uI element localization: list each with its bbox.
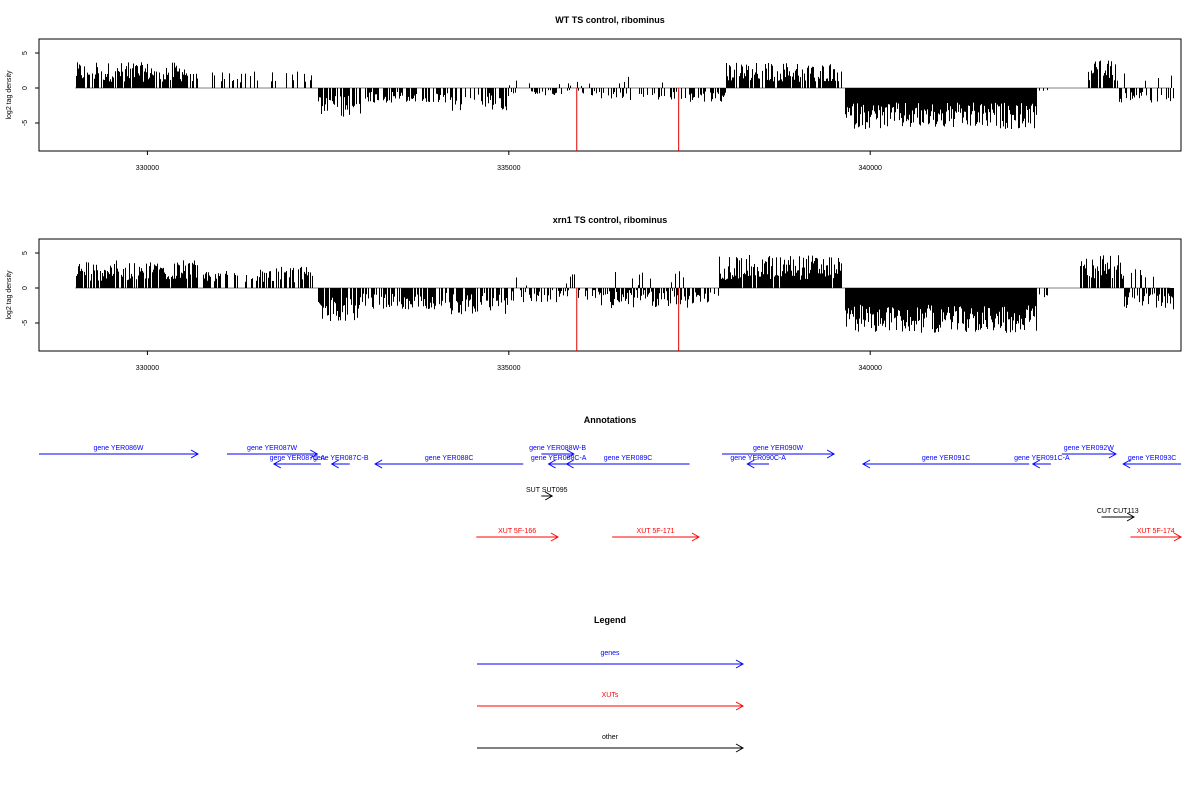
annotation-arrowhead: [566, 449, 575, 459]
annotation-arrowhead: [544, 491, 554, 501]
annotation-arrowhead: [565, 459, 574, 469]
annotation-label: gene YER090W: [753, 445, 803, 452]
annotation-label: CUT CUT113: [1097, 508, 1139, 515]
track-2-y-tick-label: -5: [22, 320, 29, 326]
annotation-label: gene YER088C-A: [531, 455, 587, 462]
annotation-arrowhead: [1173, 532, 1183, 542]
annotation-label: gene YER092W: [1064, 445, 1114, 452]
annotation-arrowhead: [310, 449, 319, 459]
annotation-label: gene YER091C: [922, 455, 971, 462]
track-1-y-tick-label: 0: [22, 86, 29, 90]
legend-label: other: [602, 734, 619, 741]
track-2-x-tick-label: 335000: [497, 365, 520, 372]
annotation-arrowhead: [861, 459, 871, 469]
annotation-arrowhead: [826, 449, 836, 459]
annotation-arrowhead: [330, 459, 339, 469]
annotation-arrowhead: [547, 459, 556, 469]
annotation-label: gene YER087C-B: [313, 455, 369, 462]
track-1-title: WT TS control, ribominus: [555, 15, 665, 25]
track-2-x-tick-label: 340000: [859, 365, 882, 372]
track-2-title: xrn1 TS control, ribominus: [553, 215, 668, 225]
track-2-plot: 330000 335000 340000 -5 0 5: [22, 251, 1174, 372]
annotation-label: XUT 5F-166: [498, 528, 536, 535]
legend-title: Legend: [594, 615, 626, 625]
legend-label: genes: [600, 650, 620, 657]
annotation-arrowhead: [374, 459, 383, 469]
track-2-y-label: log2 tag density: [6, 270, 13, 320]
annotation-arrowhead: [1108, 449, 1117, 459]
annotation-label: gene YER093C: [1128, 455, 1177, 462]
track-1-x-tick-label: 340000: [859, 165, 882, 172]
track-1-y-tick-label: 5: [22, 51, 29, 55]
annotation-arrowhead: [1126, 512, 1136, 522]
annotation-label: gene YER091C-A: [1014, 455, 1070, 462]
annotation-label: SUT SUT095: [526, 487, 568, 494]
track-1-y-label: log2 tag density: [6, 70, 13, 120]
track-1-x-tick-label: 335000: [497, 165, 520, 172]
annotation-label: gene YER086W: [93, 445, 143, 452]
annotation-arrowhead: [190, 449, 200, 459]
annotation-label: XUT 5F-171: [637, 528, 675, 535]
annotation-arrowhead: [691, 532, 700, 542]
track-1-plot: 330000 335000 340000 -5 0 5: [22, 51, 1174, 172]
legend-arrowhead: [735, 659, 745, 669]
annotation-arrowhead: [746, 459, 755, 469]
track-2-x-tick-label: 330000: [136, 365, 159, 372]
annotation-label: gene YER090C-A: [730, 455, 786, 462]
annotation-label: gene YER088C: [425, 455, 474, 462]
track-2-frame: [38, 238, 1182, 352]
track-2-y-tick-label: 5: [22, 251, 29, 255]
annotation-label: XUT 5F-174: [1137, 528, 1175, 535]
annotation-label: gene YER089C: [604, 455, 653, 462]
legend-label: XUTs: [602, 692, 619, 699]
track-1-x-tick-label: 330000: [136, 165, 159, 172]
annotation-label: gene YER087W: [247, 445, 297, 452]
legend-arrowhead: [735, 743, 745, 753]
annotation-arrowhead: [1122, 459, 1131, 469]
annotations-title: Annotations: [584, 415, 637, 425]
track-2-y-tick-label: 0: [22, 286, 29, 290]
legend-arrowhead: [735, 701, 745, 711]
annotation-arrowhead: [550, 532, 559, 542]
annotation-arrowhead: [1031, 459, 1041, 469]
annotation-label: gene YER088W-B: [529, 445, 586, 452]
annotation-arrowhead: [272, 459, 282, 469]
annotation-label: gene YER087C-A: [270, 455, 326, 462]
track-1-y-tick-label: -5: [22, 120, 29, 126]
legend-items: genes XUTs other: [477, 650, 745, 753]
track-1-frame: [38, 38, 1182, 152]
